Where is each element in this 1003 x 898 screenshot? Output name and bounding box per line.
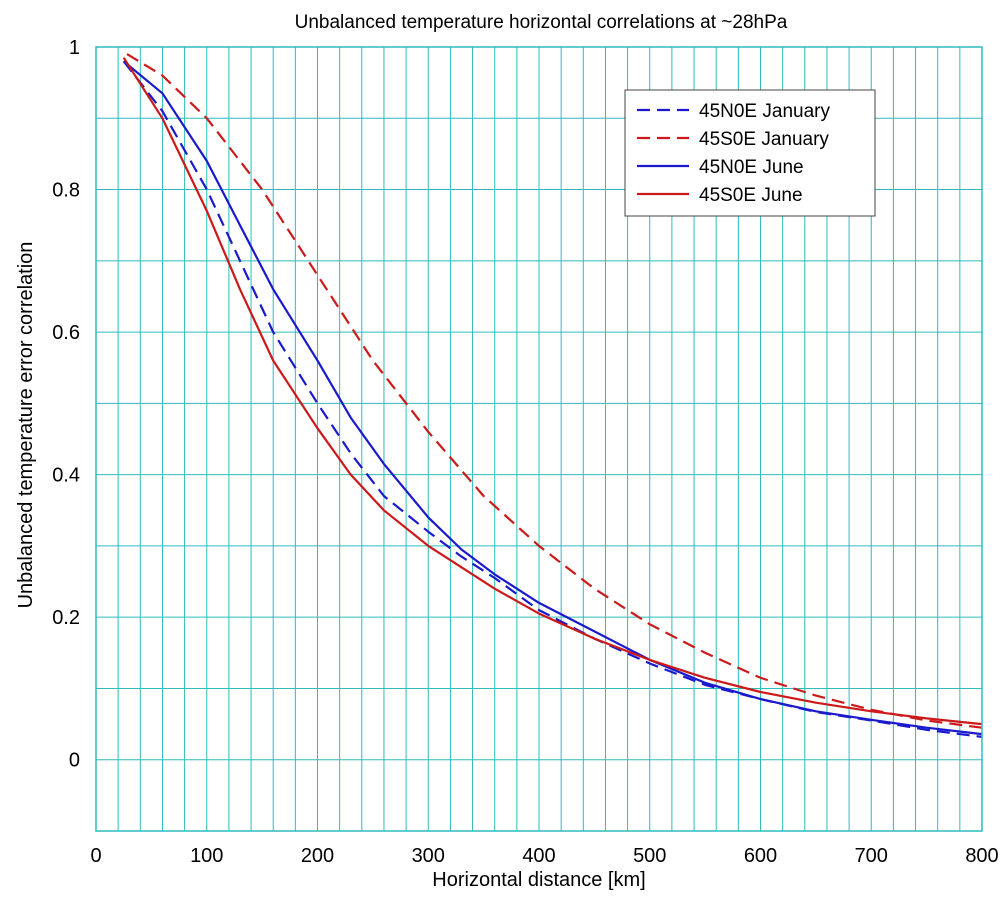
y-tick-label: 0.6 — [52, 322, 80, 344]
grid — [96, 47, 982, 831]
y-tick-label: 0.4 — [52, 465, 80, 487]
tick-labels: 0 100 200 300 400 500 600 700 800 0 0.2 0.4 0.6 0.8 1 — [52, 37, 999, 867]
y-tick-label: 0 — [69, 750, 80, 772]
x-axis-label: Horizontal distance [km] — [432, 869, 645, 891]
series-line-3 — [122, 60, 983, 736]
series-line-4 — [122, 57, 983, 726]
series-group — [122, 53, 983, 738]
legend-label: 45N0E January — [699, 101, 830, 122]
x-tick-label: 400 — [522, 845, 555, 867]
y-tick-label: 0.2 — [52, 607, 80, 629]
x-tick-label: 600 — [744, 845, 777, 867]
series-line-2 — [126, 53, 983, 729]
x-tick-label: 500 — [633, 845, 666, 867]
legend-label: 45S0E January — [699, 129, 829, 150]
legend-label: 45S0E June — [699, 185, 803, 206]
x-tick-label: 300 — [412, 845, 445, 867]
legend-label: 45N0E June — [699, 157, 804, 178]
x-tick-label: 200 — [301, 845, 334, 867]
x-tick-label: 100 — [190, 845, 223, 867]
y-tick-label: 0.8 — [52, 180, 80, 202]
x-tick-label: 800 — [965, 845, 998, 867]
x-tick-label: 700 — [855, 845, 888, 867]
legend: 45N0E January 45S0E January 45N0E June 45S0… — [624, 89, 876, 217]
plot-frame — [95, 46, 983, 832]
y-axis-label: Unbalanced temperature error correlation — [15, 242, 37, 609]
chart-title: Unbalanced temperature horizontal correl… — [295, 12, 788, 33]
x-tick-label: 0 — [90, 845, 101, 867]
y-tick-label: 1 — [69, 37, 80, 59]
